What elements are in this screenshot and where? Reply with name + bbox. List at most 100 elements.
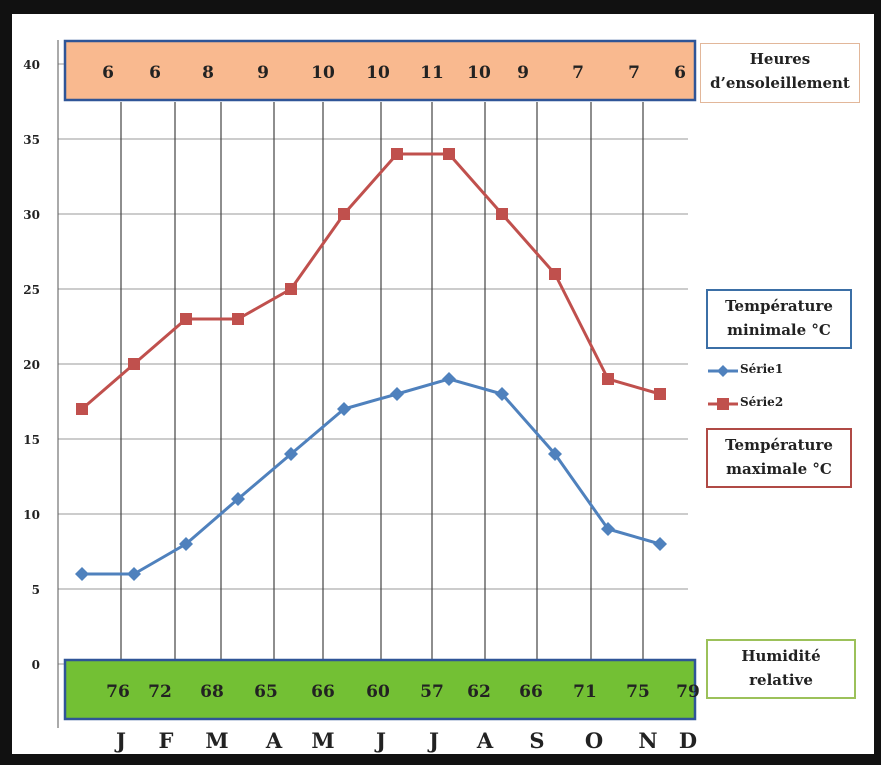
series1-point	[442, 372, 456, 386]
bands	[63, 39, 697, 721]
sunshine-value: 10	[467, 63, 491, 83]
month-label: M	[205, 728, 228, 753]
y-tick-label: 5	[32, 583, 40, 597]
sunshine-value: 7	[572, 63, 584, 83]
series2-point	[496, 208, 508, 220]
humidity-value: 66	[311, 682, 335, 702]
series1-point	[601, 522, 615, 536]
legend-label-serie2: Série2	[740, 395, 784, 409]
month-label: M	[311, 728, 334, 753]
diamond-marker-icon	[708, 365, 738, 377]
month-label: S	[529, 728, 544, 753]
humidity-label-line1: Humidité	[741, 647, 821, 665]
chart-background	[12, 14, 874, 754]
series2-point	[654, 388, 666, 400]
month-label: J	[114, 728, 126, 753]
series1-point	[231, 492, 245, 506]
series-line-2	[81, 152, 661, 411]
series2-point	[602, 373, 614, 385]
series1-point	[390, 387, 404, 401]
month-label: J	[374, 728, 386, 753]
humidity-value: 65	[254, 682, 278, 702]
series2-point	[285, 283, 297, 295]
humidity-value: 57	[420, 682, 444, 702]
y-tick-label: 25	[23, 283, 40, 297]
series-lines	[75, 148, 667, 581]
sunshine-value: 10	[366, 63, 390, 83]
legend-item-serie2: Série2	[708, 395, 828, 428]
series2-point	[232, 313, 244, 325]
legend-item-serie1: Série1	[708, 362, 828, 395]
series2-point	[180, 313, 192, 325]
relative-humidity-label: Humidité relative	[706, 639, 856, 699]
y-tick-label: 0	[32, 658, 40, 672]
series1-point	[653, 537, 667, 551]
sunshine-value: 6	[149, 63, 161, 83]
tmin-label-line1: Température	[725, 297, 833, 315]
sunshine-value: 9	[517, 63, 529, 83]
y-tick-label: 35	[23, 133, 40, 147]
series-line-1	[82, 377, 661, 576]
humidity-value: 66	[519, 682, 543, 702]
gridlines	[57, 40, 688, 728]
tmin-label-line2: minimale °C	[727, 321, 831, 339]
series1-point	[548, 447, 562, 461]
humidity-value: 71	[573, 682, 597, 702]
humidity-label-line2: relative	[749, 671, 813, 689]
y-tick-labels: 0 5 10 15 20 25 30 35 40	[23, 58, 40, 672]
tmax-label-line2: maximale °C	[726, 460, 832, 478]
legend-label-serie1: Série1	[740, 362, 784, 376]
series1-point	[75, 567, 89, 581]
month-label: N	[638, 728, 657, 753]
humidity-value: 75	[626, 682, 650, 702]
sunshine-hours-label: Heures d’ensoleillement	[700, 43, 860, 103]
month-label: J	[427, 728, 439, 753]
y-tick-label: 15	[23, 433, 40, 447]
y-tick-label: 20	[23, 358, 40, 372]
sunshine-band	[63, 39, 697, 102]
series1-point	[337, 402, 351, 416]
sunshine-values: 6 6 8 9 10 10 11 10 9 7 7 6	[102, 63, 686, 83]
y-tick-label: 30	[23, 208, 40, 222]
humidity-value: 76	[106, 682, 130, 702]
humidity-values: 76 72 68 65 66 60 57 62 66 71 75 79	[106, 682, 700, 702]
month-label: F	[159, 728, 174, 753]
series1-point	[127, 567, 141, 581]
sunshine-value: 11	[420, 63, 444, 83]
humidity-value: 60	[366, 682, 390, 702]
sunshine-label-line2: d’ensoleillement	[710, 74, 850, 92]
max-temperature-label: Température maximale °C	[706, 428, 852, 488]
sunshine-value: 10	[311, 63, 335, 83]
month-label: O	[585, 728, 603, 753]
series1-point	[179, 537, 193, 551]
y-tick-label: 40	[23, 58, 40, 72]
month-label: A	[476, 728, 494, 753]
month-label: A	[265, 728, 283, 753]
humidity-value: 62	[467, 682, 491, 702]
month-label: D	[679, 728, 697, 753]
series2-point	[549, 268, 561, 280]
humidity-value: 72	[148, 682, 172, 702]
series2-point	[338, 208, 350, 220]
tmax-label-line1: Température	[725, 436, 833, 454]
square-marker-icon	[708, 398, 738, 410]
sunshine-value: 7	[628, 63, 640, 83]
series2-point	[443, 148, 455, 160]
legend: Série1 Série2	[708, 362, 828, 428]
sunshine-value: 6	[674, 63, 686, 83]
min-temperature-label: Température minimale °C	[706, 289, 852, 349]
sunshine-value: 6	[102, 63, 114, 83]
series2-point	[128, 358, 140, 370]
series1-point	[284, 447, 298, 461]
series2-point	[76, 403, 88, 415]
sunshine-value: 8	[202, 63, 214, 83]
humidity-value: 79	[676, 682, 700, 702]
sunshine-value: 9	[257, 63, 269, 83]
humidity-band	[63, 658, 697, 721]
sunshine-label-line1: Heures	[749, 50, 811, 68]
series2-point	[391, 148, 403, 160]
